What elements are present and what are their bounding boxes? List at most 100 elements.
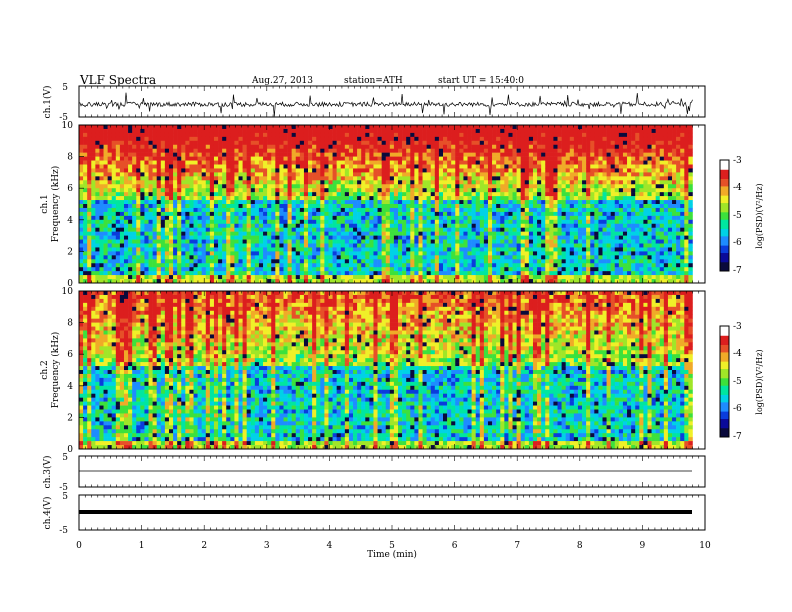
spectrogram-cell: [283, 251, 288, 256]
spectrogram-cell: [418, 172, 423, 177]
spectrogram-cell: [99, 231, 104, 236]
spectrogram-cell: [201, 239, 207, 244]
spectrogram-cell: [226, 125, 231, 130]
spectrogram-cell: [385, 255, 391, 260]
spectrogram-cell: [234, 172, 239, 177]
spectrogram-cell: [492, 200, 497, 205]
spectrogram-cell: [426, 136, 432, 142]
spectrogram-cell: [418, 184, 423, 189]
spectrogram-cell: [238, 184, 243, 189]
spectrogram-cell: [402, 144, 407, 149]
spectrogram-cell: [79, 251, 84, 256]
spectrogram-cell: [393, 148, 399, 153]
spectrogram-cell: [381, 275, 387, 280]
spectrogram-cell: [136, 152, 141, 157]
spectrogram-cell: [226, 263, 231, 268]
spectrogram-cell: [144, 144, 149, 149]
spectrogram-cell: [209, 132, 215, 138]
spectrogram-cell: [320, 132, 325, 138]
spectrogram-cell: [279, 204, 284, 209]
spectrogram-cell: [226, 188, 231, 193]
spectrogram-cell: [516, 204, 522, 209]
spectrogram-cell: [353, 172, 358, 177]
spectrogram-cell: [254, 263, 260, 268]
spectrogram-cell: [516, 148, 522, 153]
spectrogram-cell: [95, 239, 100, 244]
spectrogram-cell: [402, 156, 407, 161]
spectrogram-cell: [398, 188, 403, 193]
spectrogram-cell: [308, 144, 313, 149]
spectrogram-cell: [553, 132, 558, 138]
spectrogram-cell: [197, 144, 202, 149]
spectrogram-cell: [136, 180, 141, 185]
spectrogram-cell: [164, 207, 170, 213]
spectrogram-cell: [361, 231, 366, 236]
spectrogram-cell: [242, 247, 247, 252]
spectrogram-cell: [483, 204, 489, 209]
spectrogram-cell: [340, 176, 346, 181]
spectrogram-cell: [336, 152, 342, 157]
spectrogram-cell: [320, 259, 325, 264]
spectrogram-cell: [475, 239, 481, 244]
spectrogram-cell: [434, 168, 440, 173]
spectrogram-cell: [422, 259, 427, 264]
spectrogram-cell: [299, 211, 305, 217]
spectrogram-cell: [561, 235, 566, 240]
spectrogram-cell: [185, 227, 190, 232]
spectrogram-cell: [361, 136, 366, 142]
spectrogram-cell: [541, 231, 546, 236]
spectrogram-cell: [541, 227, 546, 232]
spectrogram-cell: [353, 227, 358, 232]
spectrogram-cell: [119, 164, 125, 169]
spectrogram-cell: [434, 125, 440, 130]
spectrogram-cell: [487, 259, 493, 264]
spectrogram-cell: [487, 215, 493, 221]
spectrogram-cell: [144, 239, 149, 244]
spectrogram-cell: [148, 235, 153, 240]
spectrogram-cell: [553, 184, 558, 189]
spectrogram-cell: [455, 148, 460, 153]
spectrogram-cell: [242, 231, 247, 236]
spectrogram-cell: [336, 192, 342, 197]
spectrogram-cell: [119, 251, 125, 256]
spectrogram-cell: [516, 152, 522, 157]
spectrogram-cell: [537, 211, 542, 217]
spectrogram-cell: [193, 125, 198, 130]
spectrogram-cell: [328, 251, 333, 256]
spectrogram-cell: [168, 164, 174, 169]
spectrogram-cell: [279, 132, 284, 138]
spectrogram-cell: [123, 148, 129, 153]
spectrogram-cell: [344, 267, 350, 272]
spectrogram-cell: [242, 227, 247, 232]
spectrogram-cell: [168, 168, 174, 173]
spectrogram-cell: [213, 259, 219, 264]
spectrogram-cell: [103, 239, 108, 244]
spectrogram-cell: [234, 192, 239, 197]
spectrogram-cell: [107, 176, 113, 181]
spectrogram-cell: [340, 204, 346, 209]
spectrogram-cell: [99, 243, 104, 248]
spectrogram-cell: [549, 192, 554, 197]
spectrogram-cell: [95, 144, 100, 149]
spectrogram-cell: [128, 267, 133, 272]
spectrogram-cell: [520, 164, 526, 169]
spectrogram-cell: [344, 279, 350, 284]
spectrogram-cell: [238, 176, 243, 181]
spectrogram-cell: [532, 271, 538, 276]
spectrogram-cell: [528, 267, 534, 272]
spectrogram-cell: [451, 215, 456, 221]
spectrogram-cell: [250, 140, 256, 146]
spectrogram-cell: [324, 211, 329, 217]
spectrogram-cell: [483, 200, 489, 205]
spectrogram-cell: [377, 184, 382, 189]
spectrogram-cell: [324, 168, 329, 173]
spectrogram-cell: [553, 231, 558, 236]
spectrogram-cell: [295, 148, 301, 153]
spectrogram-cell: [254, 251, 260, 256]
spectrogram-cell: [271, 223, 276, 228]
spectrogram-cell: [369, 207, 374, 213]
spectrogram-cell: [414, 223, 419, 228]
spectrogram-cell: [197, 148, 202, 153]
spectrogram-cell: [132, 132, 137, 138]
spectrogram-cell: [434, 176, 440, 181]
